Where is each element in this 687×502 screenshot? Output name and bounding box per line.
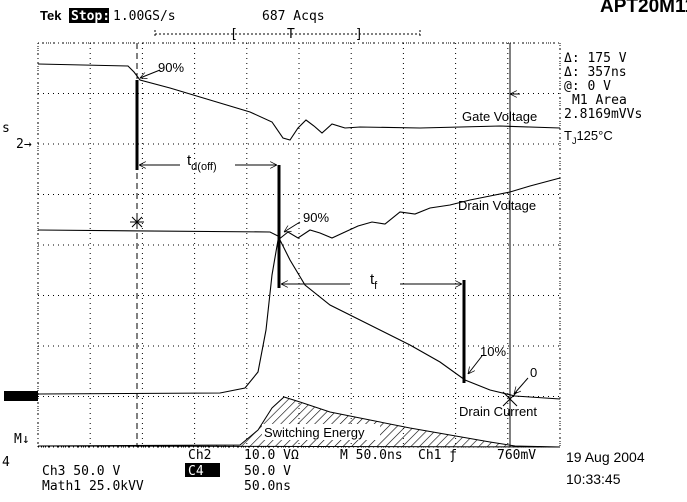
readout: Δ: 175 V — [564, 51, 627, 66]
annotation: 90% — [158, 60, 184, 75]
trigger-mark: T — [287, 27, 295, 42]
footer: Ch1 ƒ — [418, 448, 457, 463]
acquisitions: 687 Acqs — [262, 9, 325, 24]
junction-temp: TJ125°C — [564, 128, 613, 146]
annotation: Drain Voltage — [458, 198, 536, 213]
readout: 2.8169mVVs — [564, 107, 642, 122]
channel-marker: 2→ — [16, 137, 32, 152]
part-number: APT20M11JFLL — [600, 0, 687, 17]
ground-marker — [4, 391, 38, 401]
sample-rate: 1.00GS/s — [113, 9, 176, 24]
math-marker: M↓ — [14, 432, 30, 447]
footer: Ch3 50.0 V — [42, 464, 120, 479]
footer: 10.0 VΩ — [244, 448, 299, 463]
date: 19 Aug 2004 — [566, 449, 645, 465]
bracket-mark: ] — [355, 27, 363, 42]
annotation: 90% — [303, 210, 329, 225]
annotation: Gate Voltage — [462, 109, 537, 124]
scope-screen: [ ] T Tek Stop: 1.00GS/s 687 Acqs APT20M… — [0, 0, 687, 498]
time: 10:33:45 — [566, 471, 621, 487]
cross-marker — [130, 215, 144, 229]
readout: Δ: 357ns — [564, 65, 627, 80]
annotation: Switching Energy — [264, 425, 365, 440]
pointer — [284, 222, 300, 232]
readout: M1 Area — [572, 93, 627, 108]
readout: @: 0 V — [564, 79, 611, 94]
pointer — [140, 70, 160, 78]
footer: 50.0 V — [244, 464, 291, 479]
annotation: tf — [370, 271, 378, 292]
footer: 50.0ns — [244, 479, 291, 494]
pointer — [514, 378, 528, 394]
left-label: 4 — [2, 455, 10, 470]
state: Stop: — [71, 9, 110, 24]
annotation: Drain Current — [459, 404, 537, 419]
footer: M 50.0ns — [340, 448, 403, 463]
annotation: td(off) — [187, 152, 217, 173]
brand: Tek — [40, 8, 62, 23]
annotation: 10% — [480, 344, 506, 359]
footer: 760mV — [497, 448, 536, 463]
footer: C4 — [188, 464, 204, 479]
footer: Math1 25.0kVV — [42, 479, 144, 494]
bracket-mark: [ — [230, 27, 238, 42]
annotation: 0 — [530, 365, 537, 380]
footer: Ch2 — [188, 448, 211, 463]
left-label: s — [2, 121, 10, 136]
page: {"header": {"brand": "Tek", "state": "St… — [0, 0, 687, 498]
